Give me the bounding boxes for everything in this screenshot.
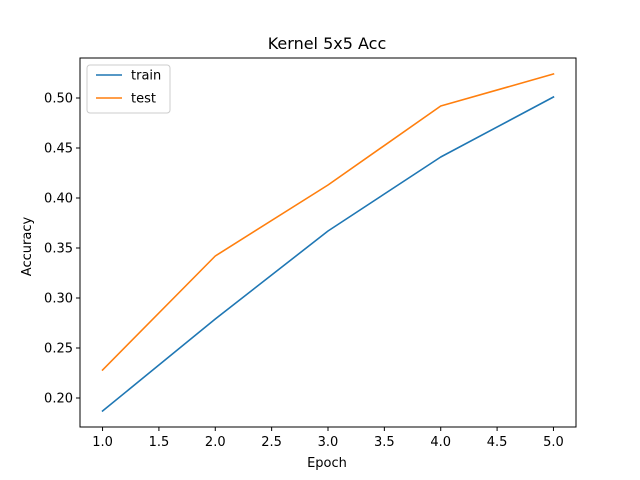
x-tick-label: 3.5	[374, 435, 395, 450]
x-tick-label: 4.5	[487, 435, 508, 450]
x-axis-label: Epoch	[307, 456, 347, 471]
x-tick-label: 5.0	[543, 435, 564, 450]
series-line-test	[101, 73, 555, 372]
x-tick-label: 1.0	[92, 435, 113, 450]
y-tick-label: 0.25	[44, 342, 73, 357]
chart-title: Kernel 5x5 Acc	[268, 34, 387, 53]
legend-label-train: train	[131, 69, 161, 84]
plot-area: 1.0 1.5 2.0 2.5 3.0 3.5 4.0 4.5 5.0 0.20 0.25 0.30 0…	[44, 57, 577, 450]
legend-box	[86, 64, 171, 114]
series-line-train	[101, 95, 555, 413]
x-tick-label: 2.5	[261, 435, 282, 450]
x-tick-label: 1.5	[149, 435, 170, 450]
legend-label-test: test	[131, 92, 156, 107]
x-tick-label: 4.0	[430, 435, 451, 450]
y-tick-label: 0.20	[44, 392, 73, 407]
y-axis-label: Accuracy	[20, 217, 35, 277]
y-tick-label: 0.40	[44, 192, 73, 207]
y-tick-label: 0.35	[44, 242, 73, 257]
y-tick-label: 0.50	[44, 92, 73, 107]
x-tick-label: 2.0	[205, 435, 226, 450]
legend: train test	[86, 64, 171, 114]
y-tick-label: 0.45	[44, 142, 73, 157]
y-tick-label: 0.30	[44, 292, 73, 307]
x-tick-label: 3.0	[318, 435, 339, 450]
